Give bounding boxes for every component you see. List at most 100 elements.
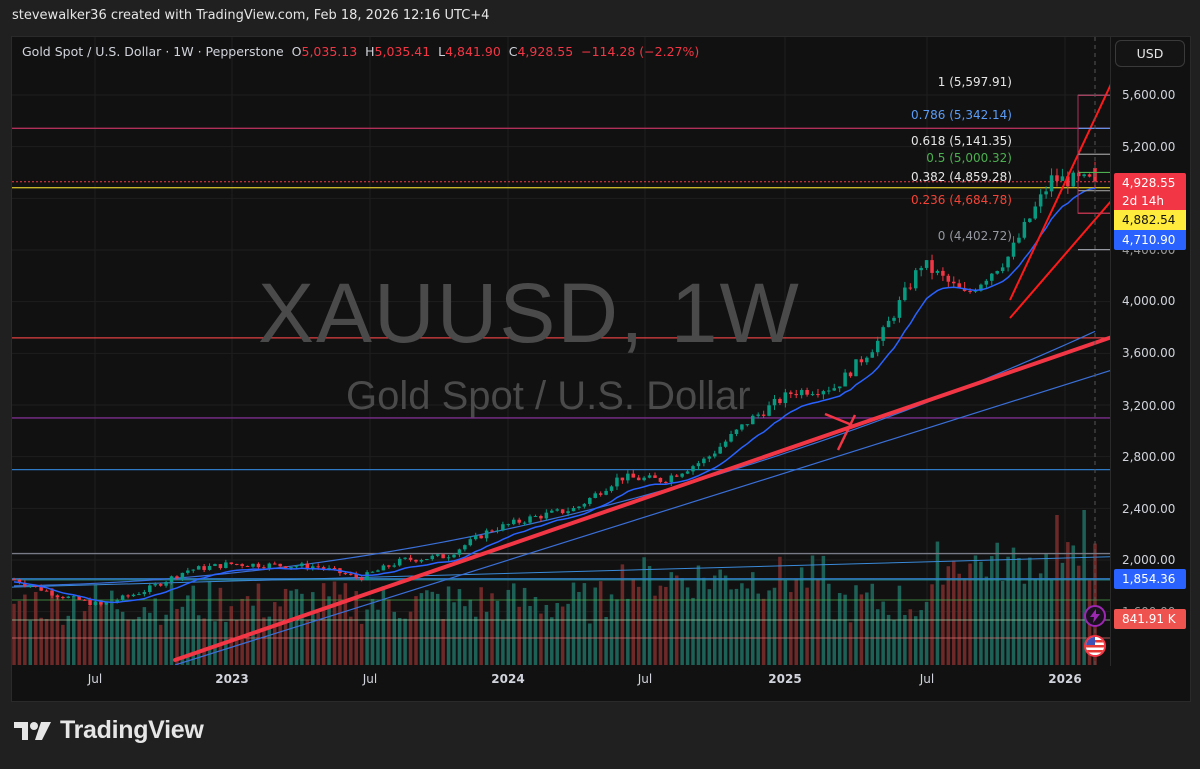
candle-body <box>169 576 174 583</box>
candle-body <box>93 601 98 605</box>
volume-bar <box>44 618 49 665</box>
volume-bar <box>821 555 826 665</box>
candle-body <box>245 565 250 567</box>
candle-body <box>294 566 299 568</box>
volume-bar <box>359 623 364 665</box>
candle-body <box>186 570 190 573</box>
candle-body <box>517 519 521 523</box>
legend-open-label: O <box>291 44 302 59</box>
volume-bar <box>658 585 663 665</box>
volume-bar <box>506 589 511 665</box>
legend-separator: · <box>165 44 170 59</box>
volume-bar <box>55 594 60 665</box>
volume-bar <box>886 614 891 665</box>
volume-bar <box>745 588 750 665</box>
candle-body <box>23 582 27 586</box>
candle-body <box>528 516 532 523</box>
volume-bar <box>935 541 940 665</box>
volume-bar <box>680 578 684 665</box>
candle-body <box>430 555 435 559</box>
us-flag-icon[interactable] <box>1084 635 1106 657</box>
volume-bar <box>158 624 163 665</box>
volume-bar <box>778 556 782 665</box>
candle-body <box>359 577 364 581</box>
volume-bar <box>772 587 777 665</box>
candle-body <box>865 357 869 363</box>
ma-level-tag: 1,854.36 <box>1114 569 1186 589</box>
volume-bar <box>962 578 967 665</box>
candle-body <box>734 429 739 434</box>
trendline-marker <box>836 414 857 451</box>
legend-interval[interactable]: 1W <box>173 44 194 59</box>
volume-bar <box>908 609 913 665</box>
volume-bar <box>311 592 315 665</box>
candle-body <box>837 386 842 389</box>
volume-bar <box>12 603 16 665</box>
candle-body <box>582 503 587 507</box>
volume-bar <box>734 588 739 665</box>
volume-bar <box>28 620 33 665</box>
candle-body <box>772 398 777 406</box>
candle-body <box>468 539 473 546</box>
volume-bar <box>115 609 119 665</box>
candle-body <box>343 573 348 575</box>
volume-bar <box>463 606 467 665</box>
legend-close-label: C <box>508 44 518 59</box>
candle-body <box>327 568 331 570</box>
candle-body <box>1028 218 1032 222</box>
candle-body <box>783 392 788 404</box>
candle-body <box>403 557 407 559</box>
volume-bar <box>256 583 261 665</box>
candle-body <box>1055 175 1059 181</box>
volume-bar <box>278 606 282 665</box>
volume-bar <box>984 576 989 665</box>
candle-body <box>490 530 494 532</box>
price-tick: 4,000.00 <box>1122 294 1176 308</box>
volume-bar <box>539 613 543 665</box>
currency-button[interactable]: USD <box>1115 40 1185 67</box>
candle-body <box>685 471 690 474</box>
candle-body <box>321 567 326 569</box>
symbol-legend[interactable]: Gold Spot / U.S. Dollar · 1W · Peppersto… <box>22 44 699 59</box>
candle-body <box>712 453 717 457</box>
volume-bar <box>262 617 266 665</box>
volume-bar <box>213 621 217 665</box>
candle-body <box>729 433 733 442</box>
candle-body <box>805 390 809 395</box>
volume-bar <box>533 596 538 665</box>
candle-body <box>908 287 913 289</box>
candle-body <box>99 601 103 605</box>
candle-body <box>408 557 413 560</box>
volume-bar <box>349 616 353 665</box>
candle-body <box>12 579 16 581</box>
volume-bar <box>555 603 559 665</box>
volume-bar <box>180 606 185 665</box>
candle-body <box>1071 172 1076 187</box>
legend-symbol[interactable]: Gold Spot / U.S. Dollar <box>22 44 162 59</box>
volume-bar <box>169 582 174 665</box>
candle-body <box>550 510 554 513</box>
volume-bar <box>23 594 27 665</box>
candle-body <box>316 566 320 568</box>
volume-bar <box>816 578 820 665</box>
watermark-description: Gold Spot / U.S. Dollar <box>346 374 751 418</box>
volume-bar <box>870 583 875 665</box>
legend-high-label: H <box>365 44 375 59</box>
candle-body <box>566 511 570 514</box>
volume-bar <box>1060 562 1065 665</box>
candle-body <box>77 596 81 600</box>
candle-body <box>104 602 109 605</box>
volume-bar <box>77 619 81 665</box>
candle-body <box>941 270 945 276</box>
volume-bar <box>457 589 462 665</box>
candle-body <box>262 567 266 569</box>
lightning-icon[interactable] <box>1084 605 1106 627</box>
candle-body <box>115 600 119 602</box>
last-price-value: 4,928.55 <box>1122 176 1176 190</box>
candle-body <box>560 509 565 514</box>
candle-body <box>767 405 771 416</box>
candle-body <box>479 535 483 539</box>
candle-body <box>968 290 972 292</box>
candle-body <box>311 566 315 569</box>
